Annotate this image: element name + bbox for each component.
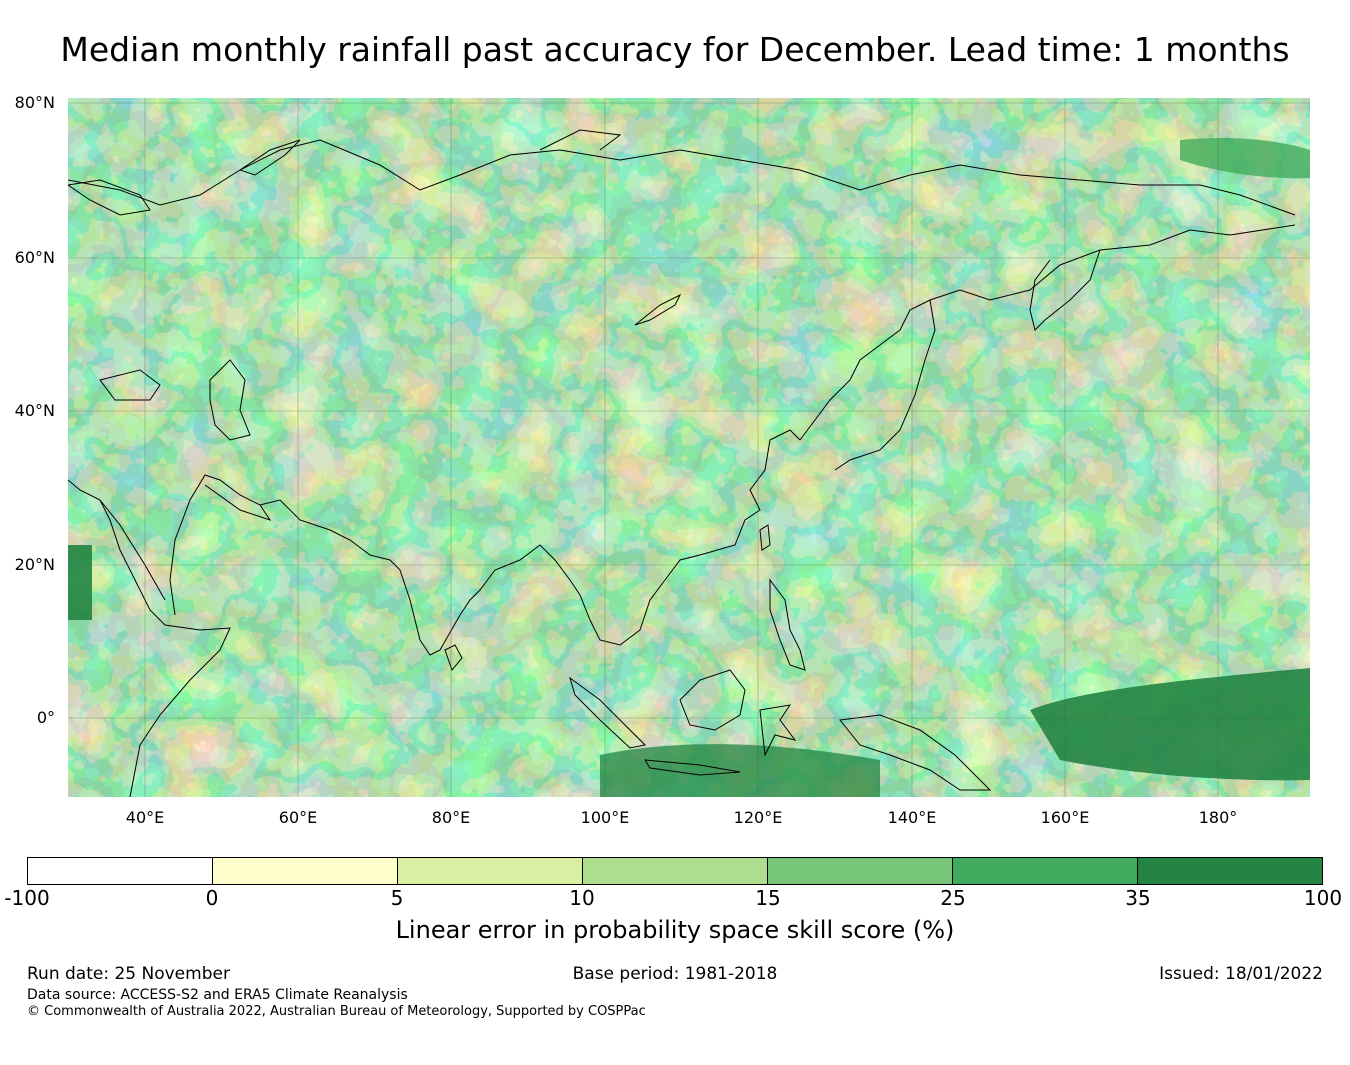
map-skill-field — [68, 98, 1310, 797]
coastline-baikal — [634, 293, 682, 326]
colorbar-segment-15-25 — [768, 858, 953, 884]
chart-title: Median monthly rainfall past accuracy fo… — [60, 30, 1290, 69]
colorbar-segment-25-35 — [953, 858, 1138, 884]
colorbar-tick: 0 — [205, 886, 219, 910]
map-high-skill-region-pacific — [1030, 668, 1310, 781]
colorbar-segment-35-100 — [1138, 858, 1322, 884]
map-high-skill-region-africa — [68, 545, 92, 620]
lat-label-0: 0° — [36, 708, 55, 727]
colorbar-tick: -100 — [4, 886, 50, 910]
coastline-new-guinea — [839, 714, 992, 791]
colorbar-segment-0-5 — [213, 858, 398, 884]
copyright: © Commonwealth of Australia 2022, Austra… — [27, 1004, 646, 1019]
map-high-skill-region-maritime — [600, 744, 880, 797]
coastline-china-east — [664, 429, 801, 581]
coastline-africa-east — [68, 479, 231, 797]
colorbar-tick: 25 — [940, 886, 966, 910]
lon-label-60e: 60°E — [278, 808, 318, 827]
colorbar — [27, 857, 1323, 885]
skill-score-map — [68, 98, 1310, 797]
colorbar-tick: 15 — [755, 886, 781, 910]
lon-label-140e: 140°E — [887, 808, 937, 827]
issued-date: Issued: 18/01/2022 — [1159, 964, 1323, 984]
colorbar-tick: 100 — [1303, 886, 1343, 910]
lat-label-40n: 40°N — [14, 401, 55, 420]
coastline-caspian — [209, 359, 251, 441]
graticule — [68, 98, 1310, 797]
lon-label-40e: 40°E — [125, 808, 165, 827]
colorbar-segment-5-10 — [398, 858, 583, 884]
coastline-sri-lanka — [444, 644, 463, 671]
coastline-java — [644, 759, 741, 776]
map-high-skill-region-arctic — [1180, 138, 1310, 179]
colorbar-tick: 10 — [569, 886, 595, 910]
coastline-persian-gulf — [204, 484, 272, 521]
lon-label-80e: 80°E — [431, 808, 471, 827]
colorbar-segment-10-15 — [583, 858, 768, 884]
lat-label-60n: 60°N — [14, 248, 55, 267]
data-source: Data source: ACCESS-S2 and ERA5 Climate … — [27, 987, 408, 1003]
coastline-kamchatka — [1029, 249, 1101, 331]
coastline-taymyr — [539, 129, 622, 151]
run-date: Run date: 25 November — [27, 964, 230, 984]
coastline-scandinavia — [68, 179, 151, 216]
colorbar-label: Linear error in probability space skill … — [395, 916, 955, 944]
coastline-novaya-zemlya — [238, 139, 301, 176]
coastline-black-sea — [99, 369, 161, 401]
lon-label-100e: 100°E — [580, 808, 630, 827]
coastline-russian-pacific — [799, 224, 1296, 441]
lat-label-20n: 20°N — [14, 555, 55, 574]
coastline-japan — [834, 299, 936, 471]
colorbar-tick: 35 — [1125, 886, 1151, 910]
coastline-philippines — [769, 578, 806, 671]
coastline-borneo — [679, 669, 746, 731]
lat-label-80n: 80°N — [14, 93, 55, 112]
base-period: Base period: 1981-2018 — [572, 964, 778, 984]
lon-label-120e: 120°E — [733, 808, 783, 827]
coastline-sumatra — [569, 676, 647, 749]
colorbar-tick: 5 — [390, 886, 404, 910]
coastline-red-sea — [99, 499, 166, 601]
coastline-taiwan — [759, 524, 771, 551]
lon-label-180: 180° — [1198, 808, 1238, 827]
coastlines — [68, 129, 1296, 797]
colorbar-segment-neg100-0 — [28, 858, 213, 884]
lon-label-160e: 160°E — [1040, 808, 1090, 827]
coastline-southeast-asia — [169, 474, 666, 656]
coastline-sulawesi — [759, 704, 797, 757]
